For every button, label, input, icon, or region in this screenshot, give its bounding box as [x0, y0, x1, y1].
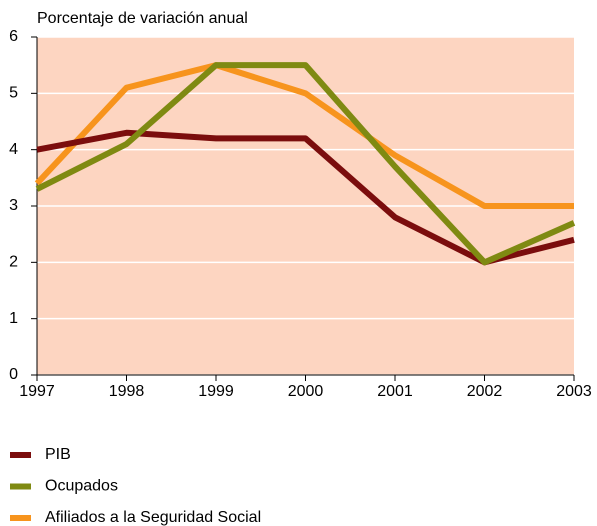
x-tick-label: 1997: [19, 383, 55, 400]
series-line: [34, 62, 574, 209]
series-line: [35, 62, 576, 266]
y-tick-label: 6: [9, 28, 18, 45]
y-tick-label: 3: [9, 197, 18, 214]
legend-label: PIB: [45, 446, 71, 463]
y-tick-label: 1: [9, 310, 18, 327]
legend-label: Ocupados: [45, 478, 118, 495]
y-tick-label: 4: [9, 141, 18, 158]
x-tick-label: 2002: [467, 383, 503, 400]
x-tick-label: 1999: [198, 383, 234, 400]
x-tick-label: 2000: [288, 383, 324, 400]
legend-label: Afiliados a la Seguridad Social: [45, 509, 261, 526]
y-axis-label: Porcentaje de variación anual: [37, 10, 248, 27]
y-tick-label: 0: [9, 366, 18, 383]
y-tick-label: 5: [9, 85, 18, 102]
y-tick-label: 2: [9, 254, 18, 271]
x-tick-label: 2001: [377, 383, 413, 400]
x-tick-label: 1998: [109, 383, 145, 400]
x-tick-label: 2003: [556, 383, 592, 400]
